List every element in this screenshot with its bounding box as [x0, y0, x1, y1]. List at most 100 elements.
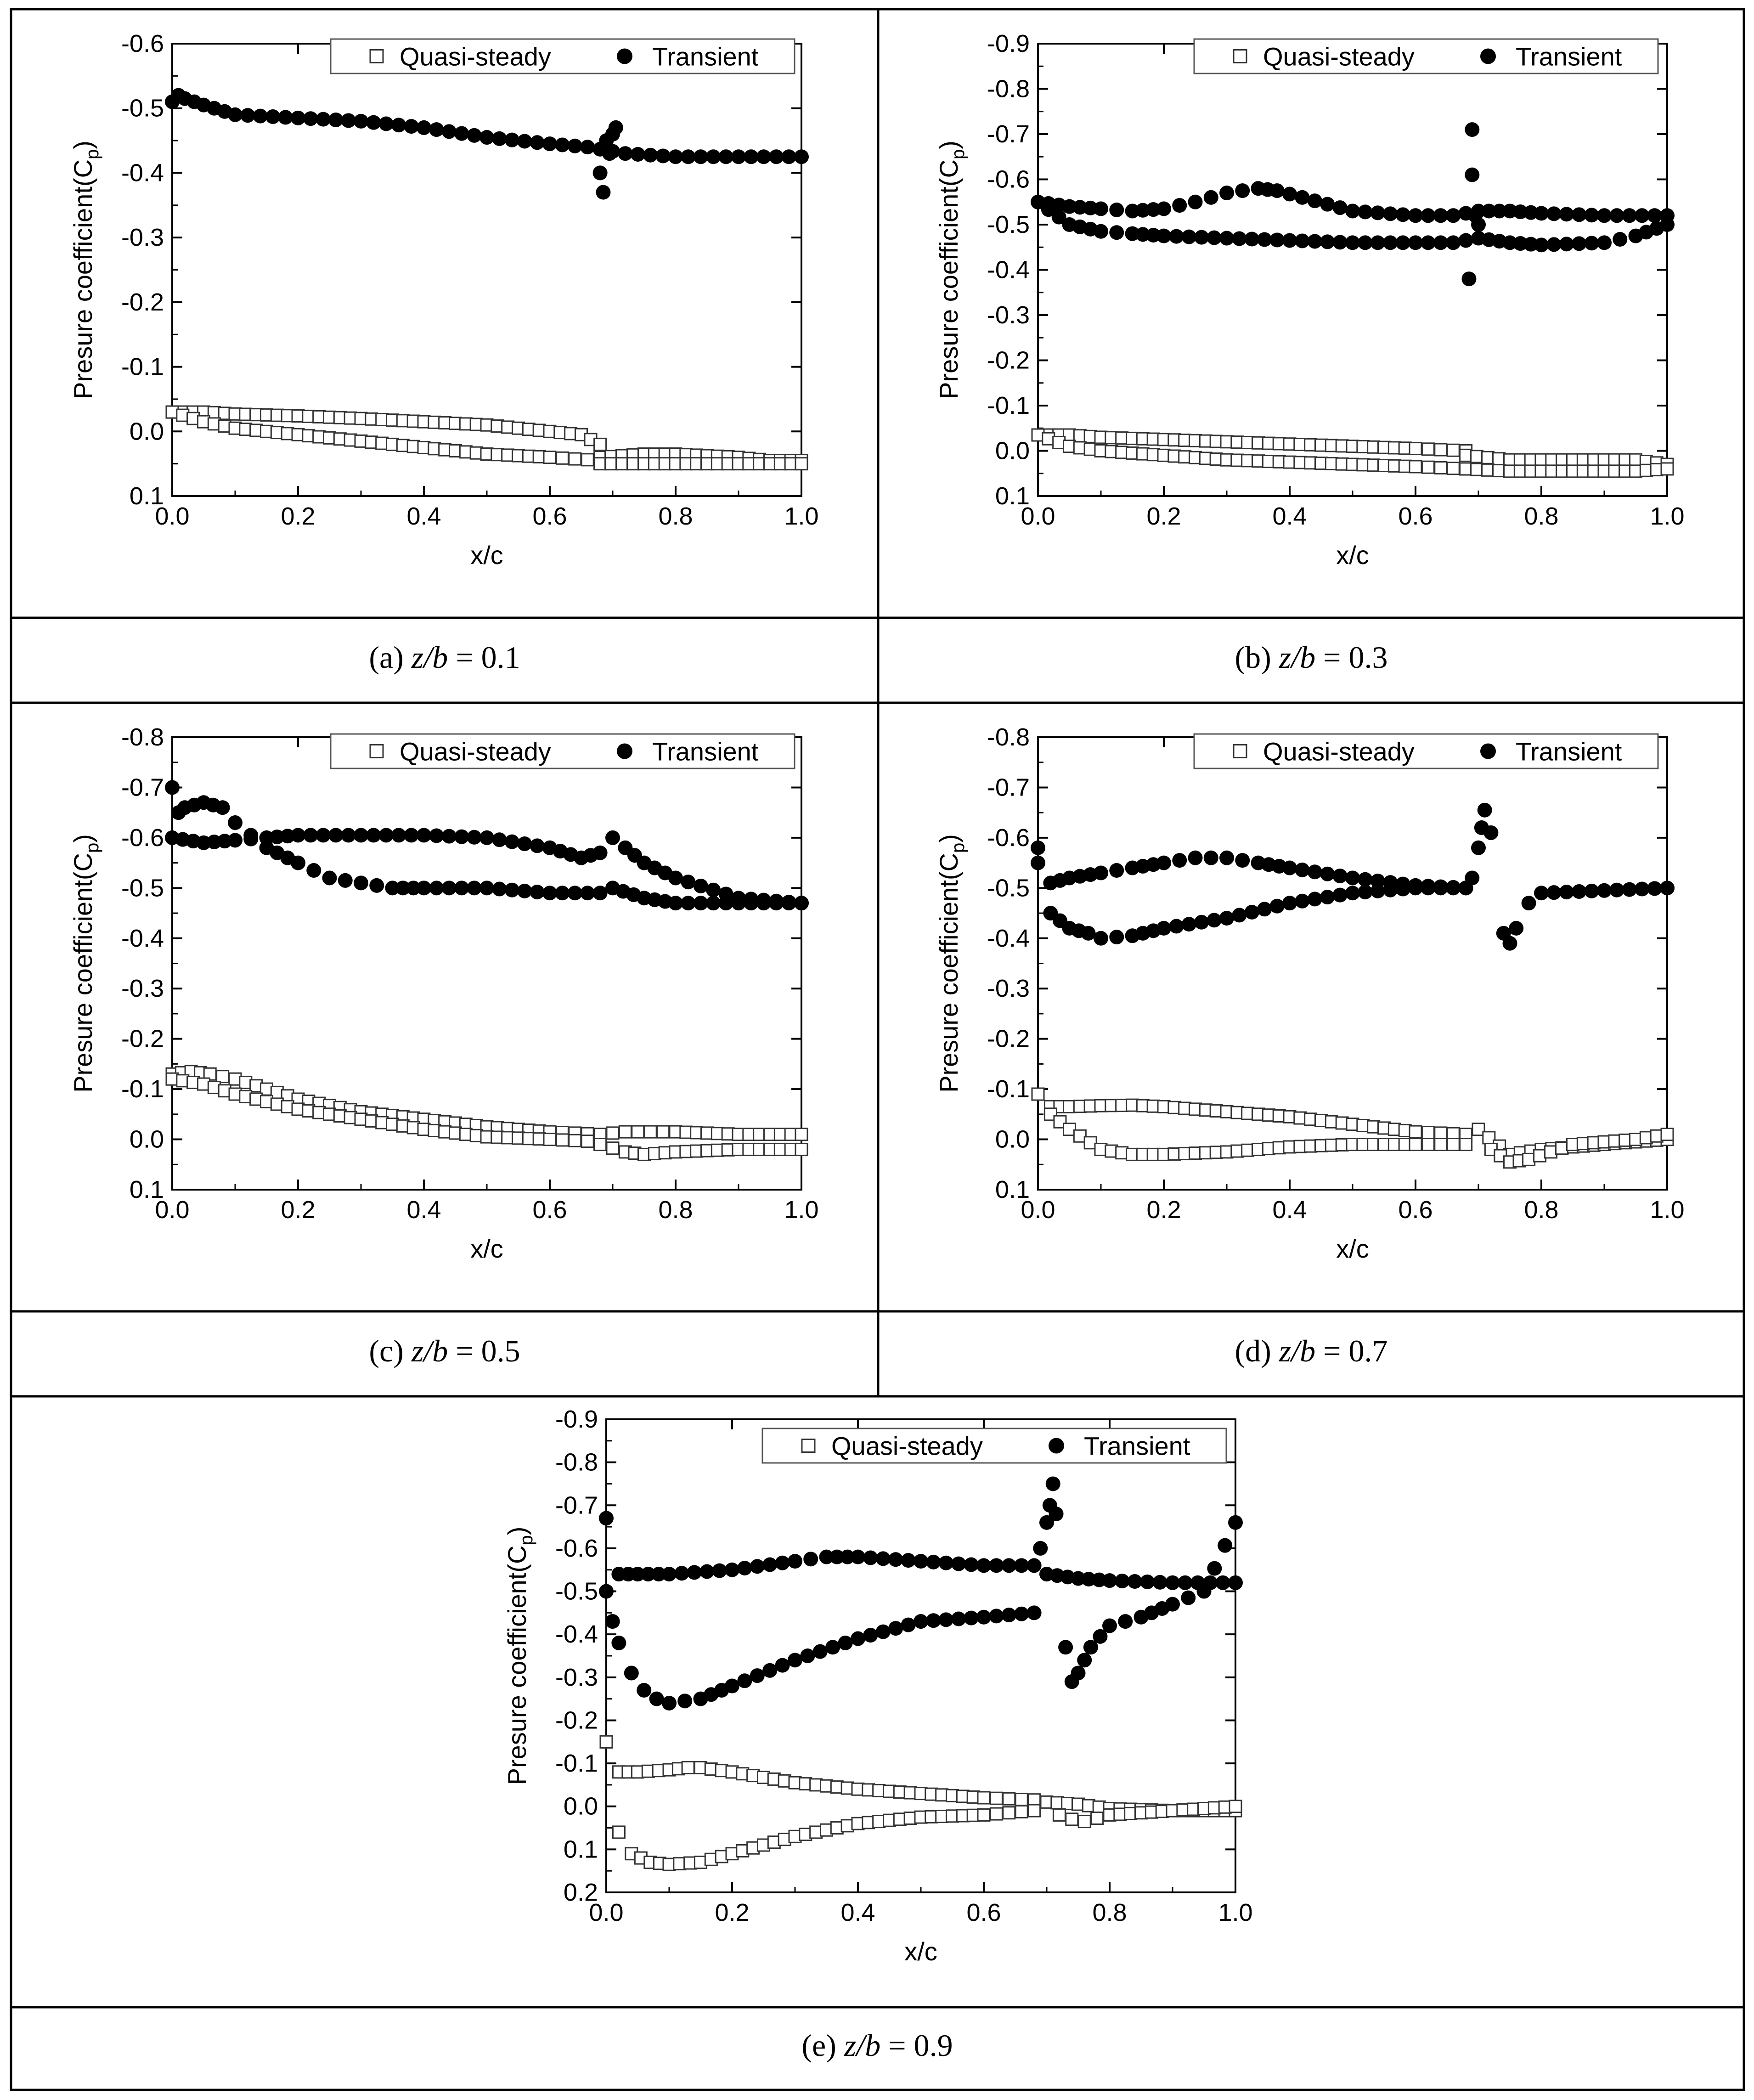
point-transient — [744, 149, 759, 164]
point-transient — [1345, 203, 1360, 219]
x-tick-label: 1.0 — [784, 502, 818, 530]
point-transient — [207, 835, 222, 850]
point-quasi-steady — [1544, 1145, 1558, 1159]
point-transient — [737, 1673, 752, 1688]
point-transient — [1071, 1665, 1086, 1681]
point-transient — [1026, 1605, 1042, 1620]
y-tick-label: -0.3 — [121, 975, 164, 1002]
point-transient — [1083, 1640, 1098, 1655]
point-transient — [1282, 233, 1297, 248]
point-transient — [1269, 898, 1285, 914]
point-transient — [762, 1557, 778, 1572]
point-transient — [479, 830, 494, 845]
point-transient — [1045, 1476, 1060, 1491]
point-transient — [1358, 235, 1373, 250]
point-transient — [951, 1556, 966, 1571]
x-tick-label: 0.8 — [658, 1196, 693, 1224]
point-transient — [725, 1678, 739, 1694]
point-transient — [1051, 209, 1066, 225]
point-transient — [492, 881, 507, 897]
point-transient — [341, 113, 356, 128]
point-transient — [1125, 226, 1140, 241]
point-transient — [681, 875, 696, 890]
y-tick-label: -0.6 — [121, 30, 164, 57]
point-transient — [1219, 231, 1234, 246]
point-transient — [278, 110, 293, 125]
point-transient — [1207, 1561, 1222, 1576]
y-tick-label: -0.6 — [121, 824, 164, 852]
point-transient — [725, 1562, 739, 1577]
point-transient — [517, 836, 532, 852]
point-transient — [592, 886, 608, 901]
y-tick-label: 0.1 — [130, 1176, 164, 1203]
point-transient — [1395, 235, 1410, 250]
point-transient — [964, 1557, 979, 1572]
point-transient — [1081, 926, 1096, 941]
point-transient — [1140, 1574, 1155, 1589]
point-transient — [338, 873, 353, 888]
point-transient — [1446, 235, 1461, 250]
y-tick-label: -0.4 — [555, 1620, 598, 1648]
point-transient — [1660, 881, 1675, 896]
point-transient — [1408, 235, 1423, 250]
point-quasi-steady — [1090, 1811, 1104, 1825]
point-transient — [404, 828, 419, 843]
x-tick-label: 0.6 — [1398, 502, 1433, 530]
point-transient — [989, 1558, 1004, 1573]
point-transient — [1421, 208, 1436, 223]
point-transient — [1320, 890, 1335, 905]
point-transient — [228, 815, 243, 830]
y-tick-label: -0.8 — [121, 723, 164, 751]
caption-e: (e) z/b = 0.9 — [801, 2028, 953, 2063]
caption-d: (d) z/b = 0.7 — [1235, 1333, 1387, 1368]
point-transient — [888, 1552, 903, 1567]
y-tick-label: -0.1 — [121, 353, 164, 381]
x-tick-label: 0.4 — [1272, 1196, 1307, 1224]
point-transient — [1083, 200, 1098, 215]
y-tick-label: -0.5 — [121, 874, 164, 902]
y-tick-label: -0.3 — [987, 975, 1030, 1002]
point-transient — [1269, 183, 1285, 198]
point-transient — [596, 185, 611, 200]
point-transient — [693, 878, 708, 893]
point-transient — [316, 828, 331, 843]
point-transient — [1203, 850, 1218, 865]
chart-a: 0.0 0.2 0.4 0.6 0.8 1.0 -0.6 -0.5 -0.4 -0.3 -0.2 -0… — [68, 30, 819, 570]
point-transient — [1127, 1574, 1142, 1589]
point-transient — [1635, 881, 1650, 897]
point-transient — [1458, 233, 1473, 248]
point-transient — [781, 896, 796, 911]
point-transient — [1172, 853, 1187, 868]
x-axis-title: x/c — [1336, 1234, 1369, 1263]
x-tick-label: 0.0 — [1021, 502, 1055, 530]
point-transient — [914, 1554, 928, 1569]
y-tick-label: -0.4 — [987, 925, 1030, 952]
y-tick-label: -0.5 — [555, 1578, 598, 1605]
point-transient — [1433, 881, 1448, 896]
point-quasi-steady — [1446, 462, 1460, 475]
point-transient — [1502, 936, 1517, 951]
point-transient — [504, 882, 519, 898]
point-transient — [1358, 204, 1373, 220]
x-tick-label: 0.8 — [1524, 502, 1558, 530]
y-tick-label: -0.4 — [121, 159, 164, 186]
point-transient — [693, 149, 708, 164]
point-transient — [651, 1567, 666, 1582]
point-transient — [1446, 208, 1461, 223]
y-tick-label: -0.3 — [121, 224, 164, 251]
point-transient — [1041, 202, 1056, 217]
y-tick-label: -0.7 — [987, 120, 1030, 148]
point-transient — [649, 1691, 664, 1706]
point-transient — [1513, 204, 1528, 220]
point-transient — [668, 896, 683, 911]
point-transient — [605, 1614, 620, 1629]
point-transient — [1156, 920, 1171, 936]
point-transient — [1584, 236, 1599, 251]
point-transient — [530, 885, 545, 900]
point-transient — [681, 896, 696, 911]
legend-label-quasi-steady: Quasi-steady — [400, 737, 551, 766]
point-transient — [976, 1558, 991, 1573]
x-tick-label: 0.2 — [281, 502, 315, 530]
point-transient — [1014, 1606, 1029, 1621]
